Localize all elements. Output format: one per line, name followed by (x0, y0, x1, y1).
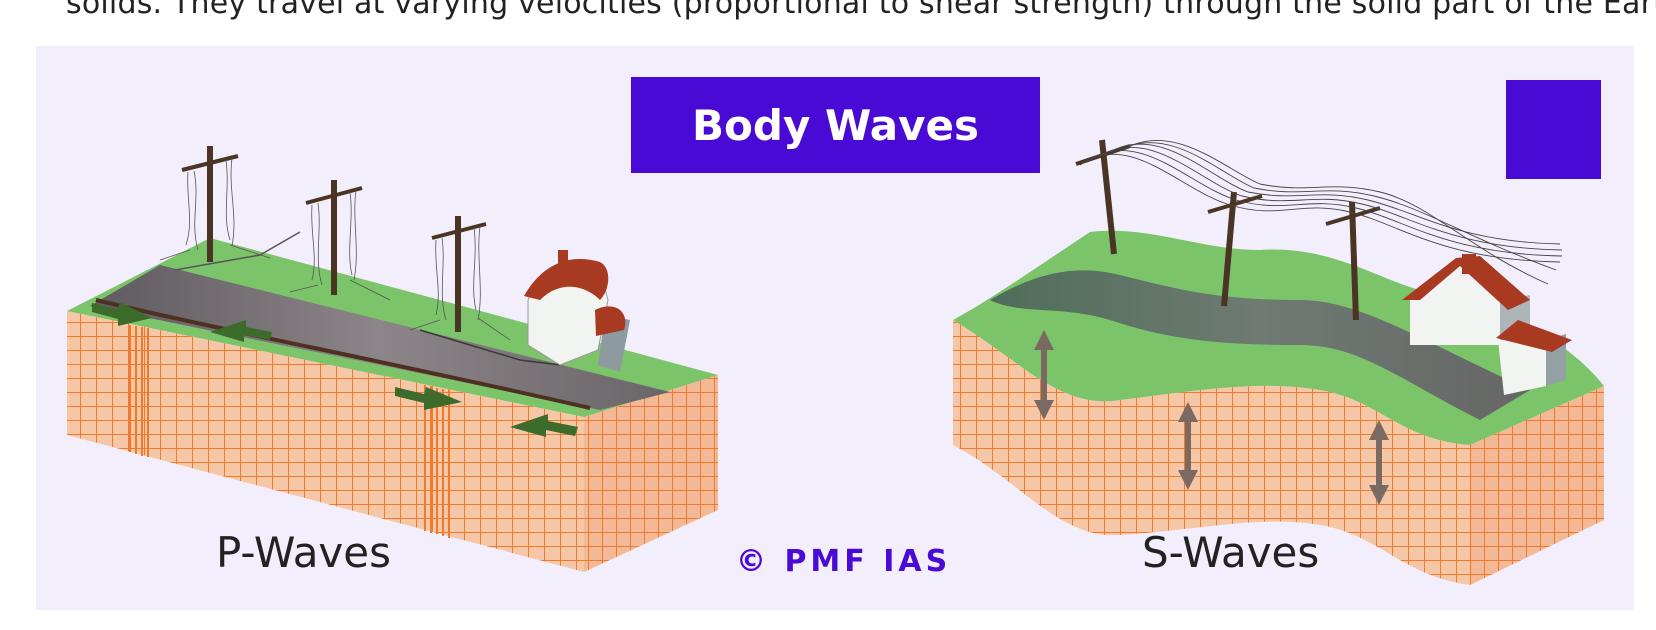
p-wave-house (524, 250, 630, 372)
s-block-front-face (953, 320, 1470, 585)
p-wave-arrows (92, 302, 578, 437)
copyright-text: © PMF IAS (736, 544, 952, 579)
top-text-line: solids. They travel at varying velocitie… (66, 0, 1656, 21)
s-block-road (990, 270, 1530, 420)
p-wave-wires (159, 157, 511, 341)
p-wave-poles (181, 146, 487, 332)
s-block-side-face (1470, 386, 1604, 585)
p-block-road (90, 265, 670, 410)
s-wave-house (1402, 254, 1572, 395)
p-waves-label: P-Waves (216, 528, 392, 577)
p-block-front-face (67, 311, 584, 572)
s-wave-arrows (1034, 330, 1389, 505)
s-wave-wires (1079, 140, 1563, 285)
title-banner: Body Waves (631, 77, 1040, 173)
p-wave-block (67, 146, 718, 572)
p-block-side-face (584, 375, 718, 572)
pmf-logo (1506, 80, 1601, 179)
s-wave-block (953, 139, 1604, 585)
diagram-title: Body Waves (692, 100, 979, 150)
s-waves-label: S-Waves (1142, 528, 1320, 577)
